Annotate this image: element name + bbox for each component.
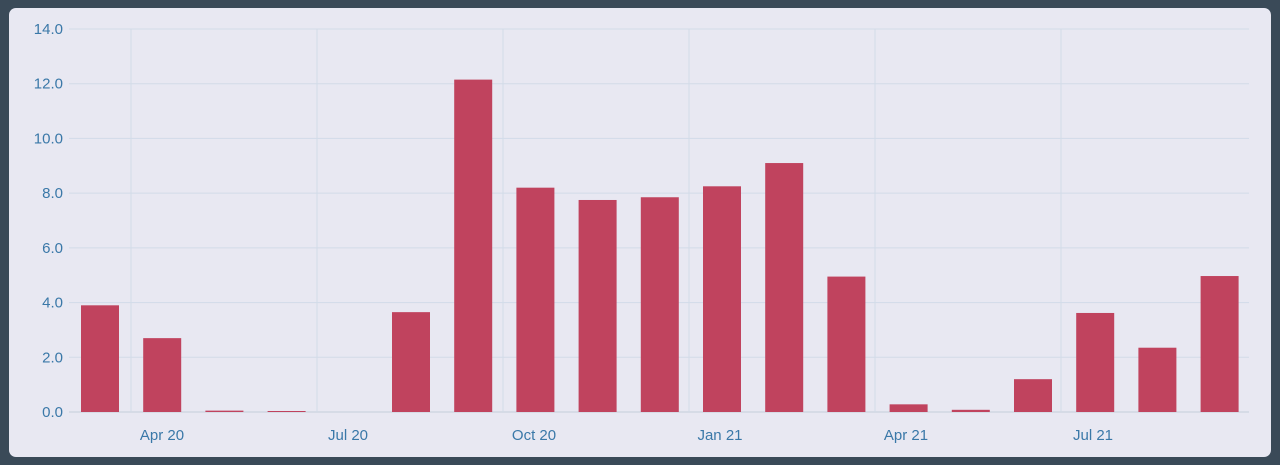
y-tick-label: 0.0 xyxy=(42,404,63,421)
x-tick-label: Jan 21 xyxy=(697,427,742,444)
bar-2021-02[interactable] xyxy=(765,163,804,412)
bar-2020-08[interactable] xyxy=(392,312,430,412)
y-tick-label: 4.0 xyxy=(42,295,63,312)
bar-2021-09[interactable] xyxy=(1200,276,1239,412)
y-tick-label: 8.0 xyxy=(42,185,63,202)
label-layer: 0.0 2.0 4.0 6.0 8.0 10.0 12.0 14.0 Apr 20 Jul 20 O… xyxy=(34,21,1113,444)
bar-2021-06[interactable] xyxy=(1014,379,1052,412)
y-tick-label: 14.0 xyxy=(34,21,63,38)
bar-2021-01[interactable] xyxy=(703,186,741,412)
x-tick-label: Apr 20 xyxy=(140,427,184,444)
y-tick-label: 10.0 xyxy=(34,130,63,147)
x-tick-label: Jul 21 xyxy=(1073,427,1113,444)
bar-2020-11[interactable] xyxy=(578,199,617,412)
y-tick-label: 6.0 xyxy=(42,240,63,257)
bar-2021-07[interactable] xyxy=(1076,312,1115,412)
bar-chart: 0.0 2.0 4.0 6.0 8.0 10.0 12.0 14.0 Apr 20 Jul 20 O… xyxy=(34,21,1249,444)
bar-2020-06[interactable] xyxy=(267,411,306,412)
x-tick-label: Jul 20 xyxy=(328,427,368,444)
grid-layer xyxy=(69,28,1249,413)
bar-2021-08[interactable] xyxy=(1138,347,1177,412)
bar-2020-10[interactable] xyxy=(516,187,555,412)
bar-2020-12[interactable] xyxy=(640,197,679,412)
chart-panel: 0.0 2.0 4.0 6.0 8.0 10.0 12.0 14.0 Apr 20 Jul 20 O… xyxy=(9,8,1271,457)
bar-2020-04[interactable] xyxy=(143,338,182,412)
bar-2020-09[interactable] xyxy=(454,79,493,412)
x-tick-label: Oct 20 xyxy=(512,427,556,444)
bar-2020-05[interactable] xyxy=(205,410,244,412)
bar-layer xyxy=(81,79,1239,412)
bar-2020-03[interactable] xyxy=(81,305,119,412)
bar-2021-05[interactable] xyxy=(951,409,990,412)
y-tick-label: 2.0 xyxy=(42,349,63,366)
bar-2021-03[interactable] xyxy=(827,276,866,412)
y-tick-label: 12.0 xyxy=(34,76,63,93)
bar-2021-04[interactable] xyxy=(889,404,928,412)
x-tick-label: Apr 21 xyxy=(884,427,928,444)
